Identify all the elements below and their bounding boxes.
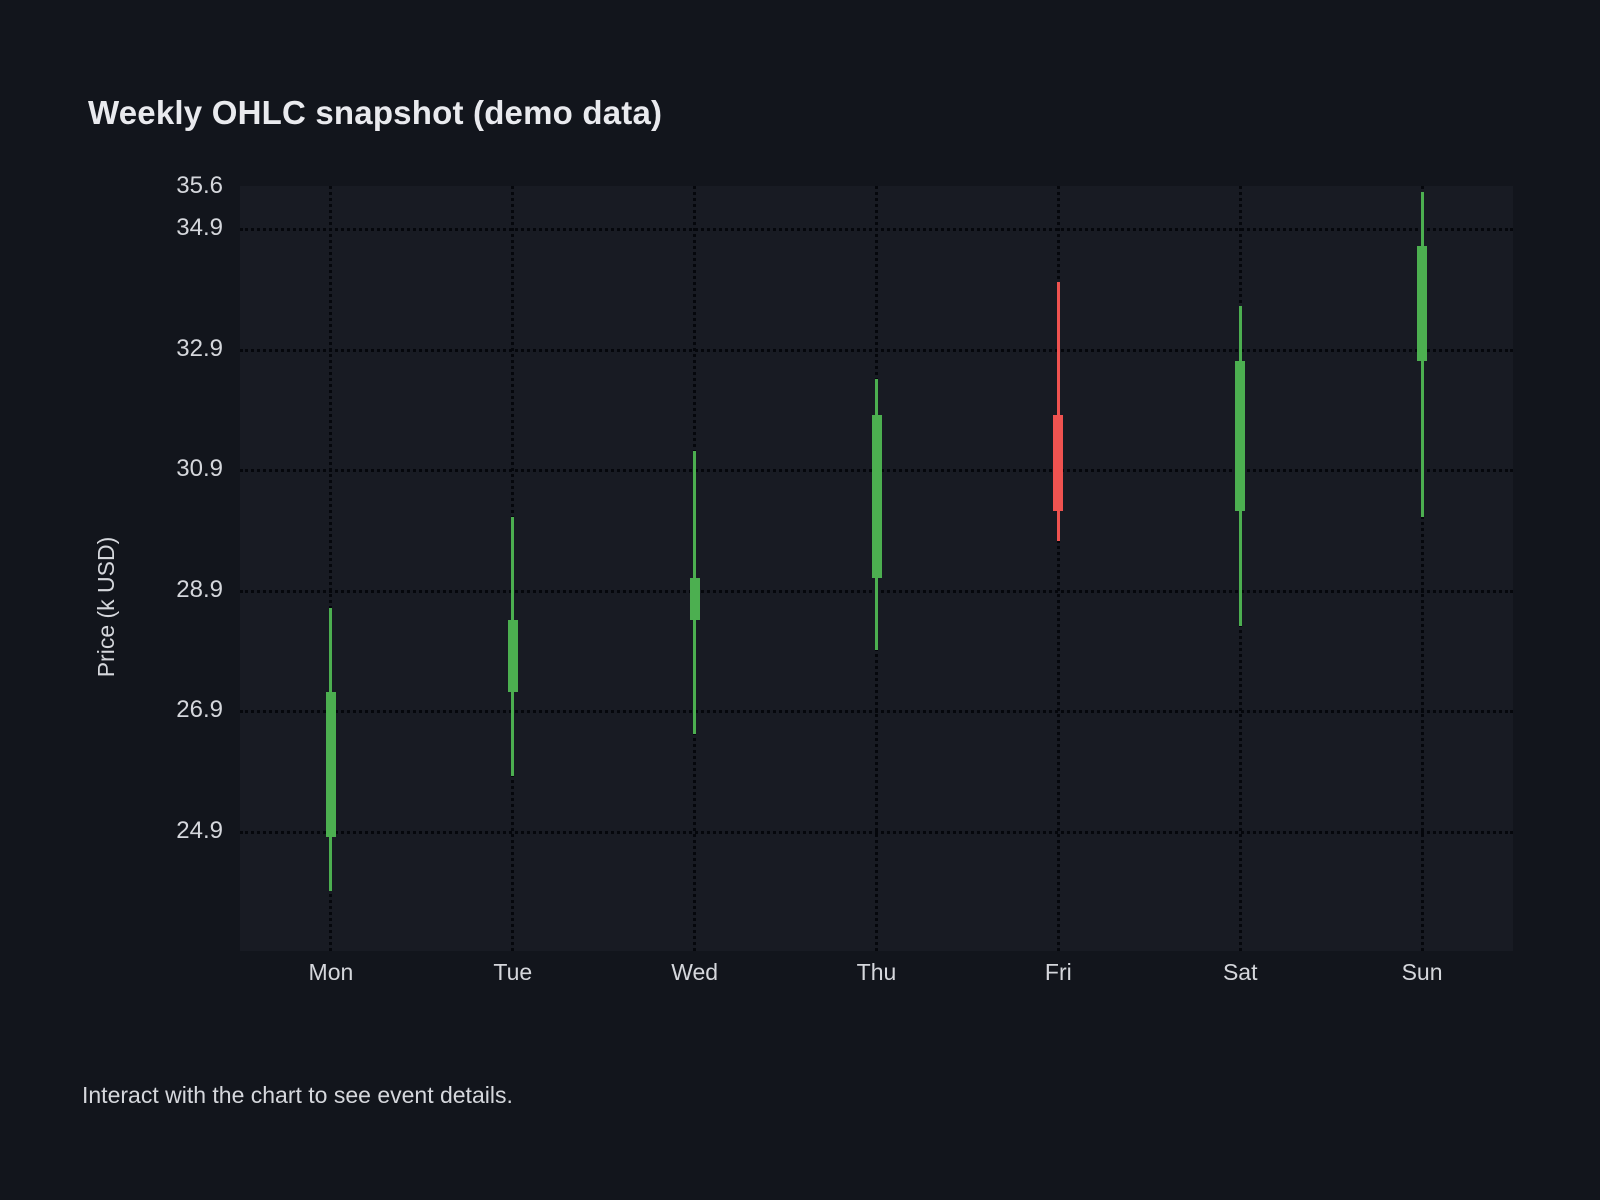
- candle-body-fri[interactable]: [1053, 414, 1064, 512]
- x-tick-label-sun: Sun: [1401, 959, 1443, 985]
- vertical-gridline-mon: [329, 186, 333, 951]
- y-axis-title: Price (k USD): [93, 536, 119, 678]
- horizontal-gridline-34.9: [240, 228, 1513, 232]
- horizontal-gridline-32.9: [240, 348, 1513, 352]
- x-tick-label-thu: Thu: [856, 959, 897, 985]
- y-tick-label-34.9: 34.9: [176, 214, 223, 242]
- candle-body-sun[interactable]: [1417, 246, 1428, 361]
- x-tick-label-sat: Sat: [1222, 959, 1258, 985]
- candle-body-thu[interactable]: [871, 414, 882, 578]
- plot-area[interactable]: [240, 186, 1513, 951]
- y-tick-label-35.6: 35.6: [176, 172, 223, 199]
- candle-body-mon[interactable]: [325, 691, 336, 837]
- y-tick-label-30.9: 30.9: [176, 455, 223, 483]
- x-tick-label-fri: Fri: [1044, 959, 1072, 985]
- y-tick-label-28.9: 28.9: [176, 575, 223, 603]
- vertical-gridline-fri: [1056, 186, 1060, 951]
- chart-title: Weekly OHLC snapshot (demo data): [88, 94, 663, 131]
- y-tick-label-24.9: 24.9: [176, 816, 223, 844]
- candle-body-wed[interactable]: [689, 577, 700, 620]
- x-tick-label-wed: Wed: [671, 959, 719, 985]
- y-tick-label-26.9: 26.9: [176, 696, 223, 724]
- x-tick-label-tue: Tue: [493, 959, 533, 985]
- candle-body-sat[interactable]: [1235, 360, 1246, 512]
- vertical-gridline-sun: [1420, 186, 1424, 951]
- x-tick-label-mon: Mon: [308, 959, 354, 985]
- candle-wick-fri[interactable]: [1056, 282, 1060, 542]
- candle-body-tue[interactable]: [507, 619, 518, 692]
- horizontal-gridline-24.9: [240, 830, 1513, 834]
- y-tick-label-32.9: 32.9: [176, 334, 223, 362]
- footer-hint: Interact with the chart to see event det…: [82, 1082, 513, 1108]
- horizontal-gridline-26.9: [240, 710, 1513, 714]
